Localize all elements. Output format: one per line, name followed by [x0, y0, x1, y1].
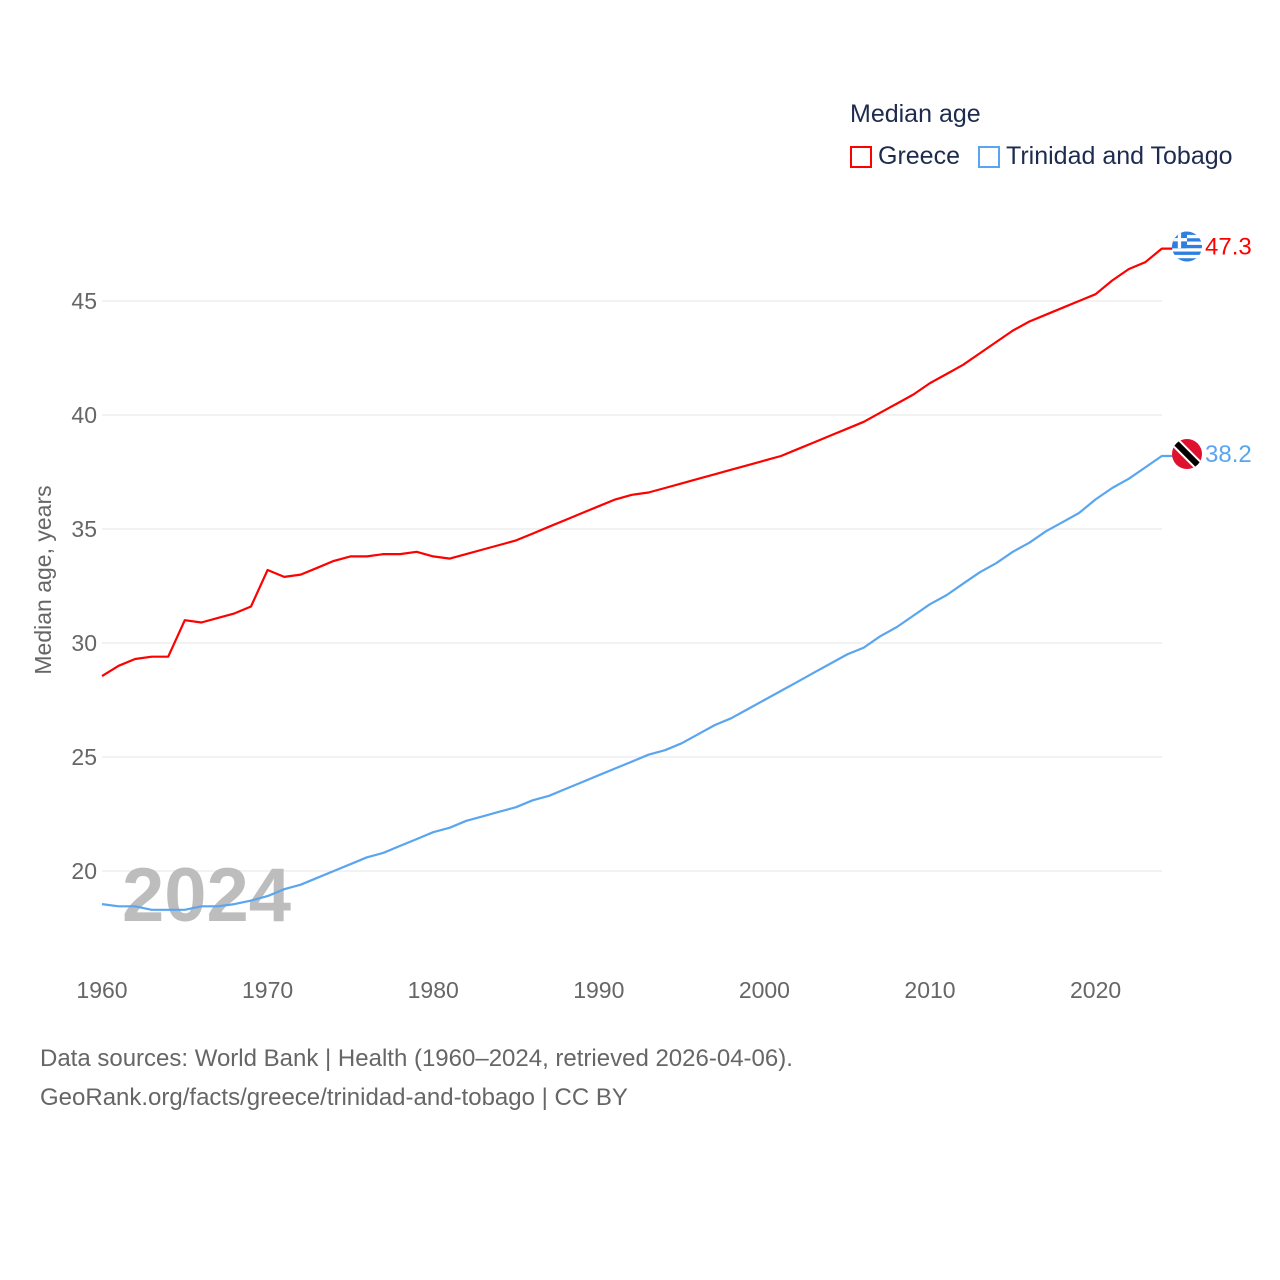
- footer-sources: Data sources: World Bank | Health (1960–…: [40, 1045, 793, 1072]
- end-value-label-greece: 47.3: [1205, 234, 1252, 261]
- y-tick-label: 20: [71, 858, 97, 884]
- x-tick-label: 2020: [1070, 977, 1121, 1003]
- flag-stripe: [1172, 254, 1202, 259]
- y-axis-label: Median age, years: [30, 485, 56, 674]
- flag-cross: [1177, 231, 1182, 249]
- y-tick-label: 40: [71, 402, 97, 428]
- legend-label-trinidad: Trinidad and Tobago: [1005, 142, 1233, 170]
- legend-item-greece[interactable]: Greece: [850, 142, 960, 171]
- y-tick-label: 45: [71, 288, 97, 314]
- series-line-greece: [101, 247, 1174, 678]
- year-watermark: 2024: [122, 853, 291, 938]
- flag-stripe: [1172, 439, 1202, 470]
- y-tick-label: 35: [71, 516, 97, 542]
- x-tick-label: 1960: [76, 977, 127, 1003]
- y-tick-label: 30: [71, 630, 97, 656]
- y-tick-label: 25: [71, 744, 97, 770]
- x-tick-label: 1990: [573, 977, 624, 1003]
- flag-stripe: [1172, 248, 1202, 252]
- end-value-label-trinidad: 38.2: [1205, 441, 1252, 468]
- trinidad-flag-icon: [1172, 439, 1202, 470]
- x-tick-label: 1980: [408, 977, 459, 1003]
- legend: Greece Trinidad and Tobago: [850, 142, 1251, 171]
- legend-swatch-trinidad: [977, 145, 1000, 168]
- greece-flag-icon: [1172, 231, 1202, 262]
- legend-label-greece: Greece: [878, 142, 960, 170]
- flag-stripe: [1172, 251, 1202, 256]
- x-tick-label: 1970: [242, 977, 293, 1003]
- x-tick-label: 2010: [904, 977, 955, 1003]
- flag-stripe: [1172, 258, 1202, 262]
- x-tick-label: 2000: [739, 977, 790, 1003]
- legend-item-trinidad[interactable]: Trinidad and Tobago: [977, 142, 1233, 171]
- legend-swatch-greece: [850, 145, 872, 168]
- footer-attribution: GeoRank.org/facts/greece/trinidad-and-to…: [40, 1084, 628, 1111]
- series-line-trinidad: [101, 454, 1174, 911]
- legend-title: Median age: [850, 100, 981, 128]
